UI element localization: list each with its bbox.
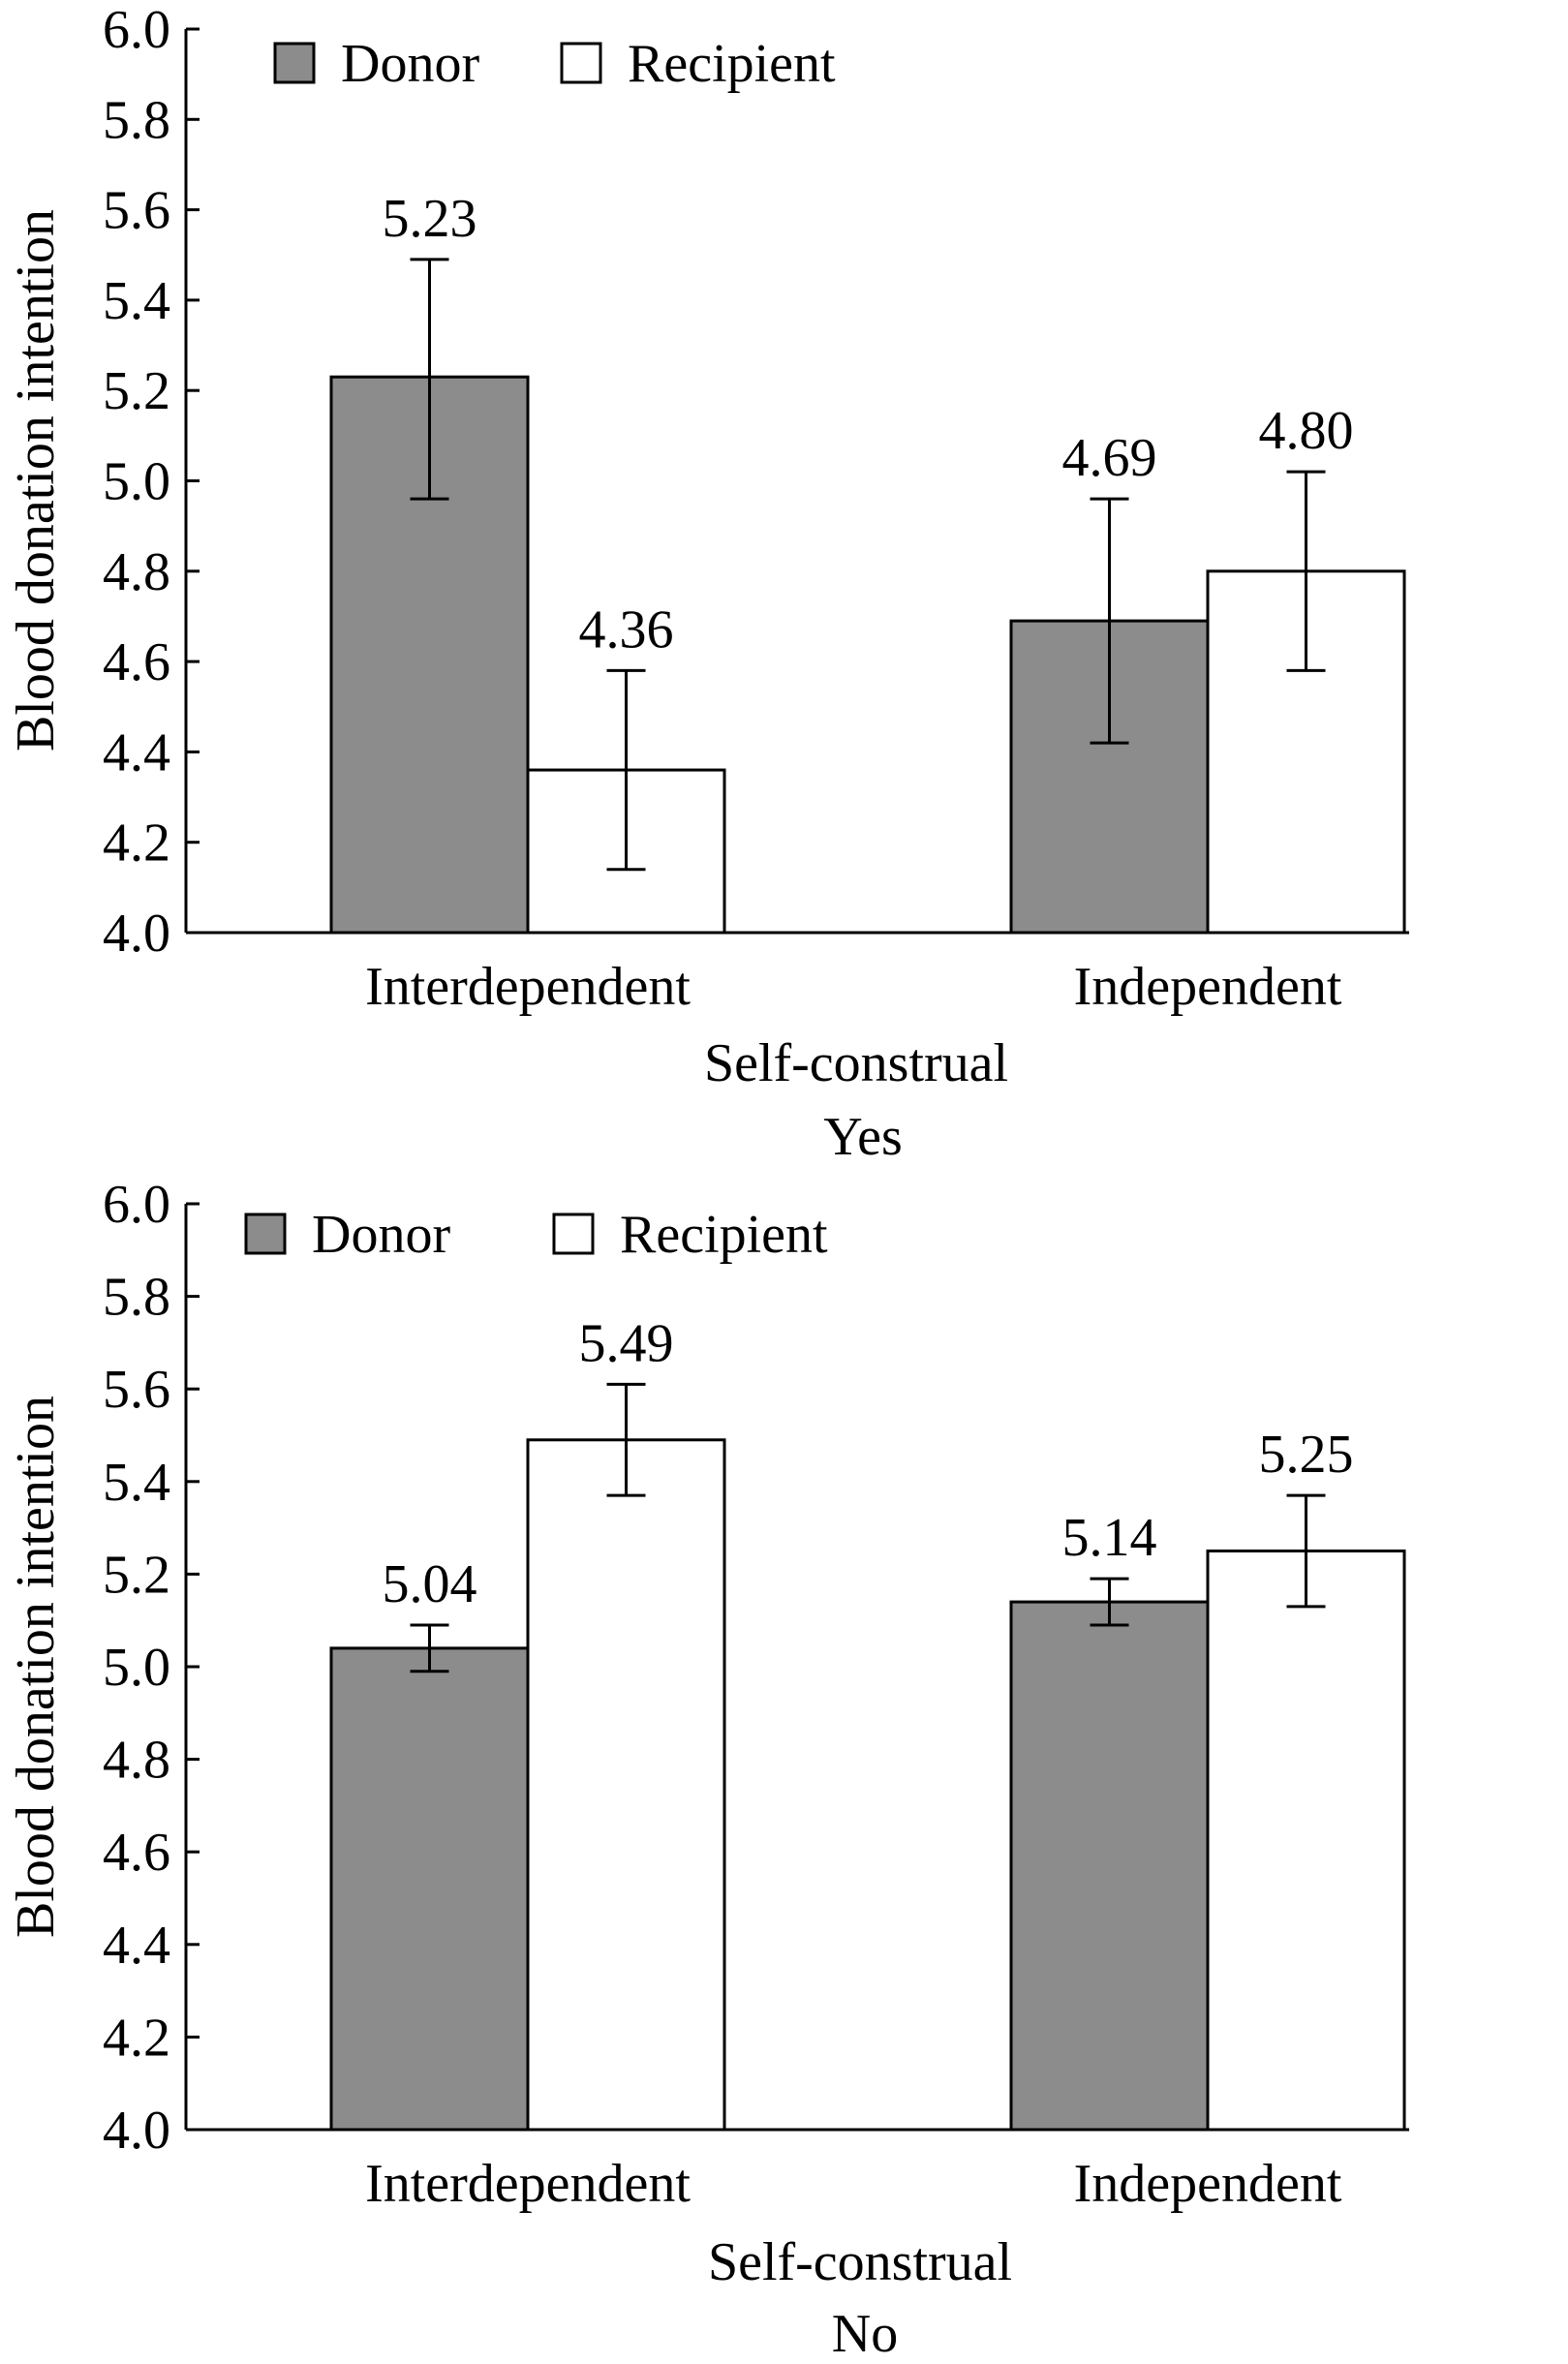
data-label: 4.69 (1062, 428, 1157, 488)
legend-swatch-recipient (560, 42, 602, 84)
y-tick-label: 5.2 (103, 361, 170, 421)
y-tick-label: 4.4 (103, 1916, 170, 1976)
legend-swatch-donor (244, 1213, 287, 1255)
y-axis-title: Blood donation intention (6, 209, 66, 752)
legend-label-recipient: Recipient (620, 1205, 828, 1265)
y-axis-title: Blood donation intention (6, 1396, 66, 1938)
data-label: 5.14 (1062, 1508, 1157, 1568)
y-tick-label: 4.0 (103, 2101, 170, 2161)
data-label: 4.80 (1259, 401, 1354, 461)
legend-label-donor: Donor (312, 1205, 450, 1265)
y-tick-label: 5.6 (103, 1360, 170, 1420)
x-tick-label: Interdependent (365, 957, 691, 1017)
y-tick-label: 5.8 (103, 1268, 170, 1328)
y-tick-label: 5.0 (103, 1638, 170, 1698)
y-tick-label: 5.2 (103, 1545, 170, 1605)
bar-donor-interdependent (329, 1646, 530, 2132)
y-tick-label: 4.8 (103, 1731, 170, 1791)
y-tick-label: 4.8 (103, 542, 170, 602)
y-tick-label: 4.2 (103, 2008, 170, 2068)
y-tick-label: 5.4 (103, 1453, 170, 1513)
bar-recipient-interdependent (526, 1438, 726, 2132)
chart-panel-1: 4.0 4.2 4.4 4.6 4.8 5.0 5.2 5.4 5.6 5.8 6.0 Blood d… (6, 0, 1409, 1167)
x-axis-title: Self-construal (704, 1033, 1008, 1093)
data-label: 5.49 (579, 1313, 674, 1373)
x-axis-title: Self-construal (708, 2232, 1012, 2292)
x-tick-label: Independent (1074, 957, 1342, 1017)
y-tick-label: 4.6 (103, 1823, 170, 1883)
legend-label-recipient: Recipient (628, 34, 836, 94)
y-tick-label: 5.0 (103, 452, 170, 512)
x-tick-label: Independent (1074, 2154, 1342, 2214)
y-tick-label: 4.0 (103, 904, 170, 964)
y-tick-label: 5.4 (103, 271, 170, 331)
chart-panel-2: 4.0 4.2 4.4 4.6 4.8 5.0 5.2 5.4 5.6 5.8 6.0 Blood d… (6, 1175, 1409, 2364)
y-tick-label: 6.0 (103, 0, 170, 60)
bar-recipient-independent (1206, 1550, 1406, 2132)
data-label: 5.25 (1259, 1425, 1354, 1485)
bar-donor-independent (1009, 1600, 1210, 2132)
data-label: 5.23 (383, 189, 477, 249)
data-label: 5.04 (383, 1554, 477, 1614)
panel-caption: No (832, 2304, 898, 2359)
legend-label-donor: Donor (341, 34, 479, 94)
y-tick-label: 5.8 (103, 90, 170, 150)
panel-caption: Yes (823, 1107, 902, 1167)
data-label: 4.36 (579, 599, 674, 660)
y-tick-label: 4.4 (103, 722, 170, 783)
y-tick-label: 4.6 (103, 632, 170, 692)
legend-swatch-recipient (552, 1213, 595, 1255)
y-tick-label: 4.2 (103, 814, 170, 874)
legend-swatch-donor (273, 42, 316, 84)
x-tick-label: Interdependent (365, 2154, 691, 2214)
y-tick-label: 6.0 (103, 1175, 170, 1235)
y-tick-label: 5.6 (103, 181, 170, 241)
